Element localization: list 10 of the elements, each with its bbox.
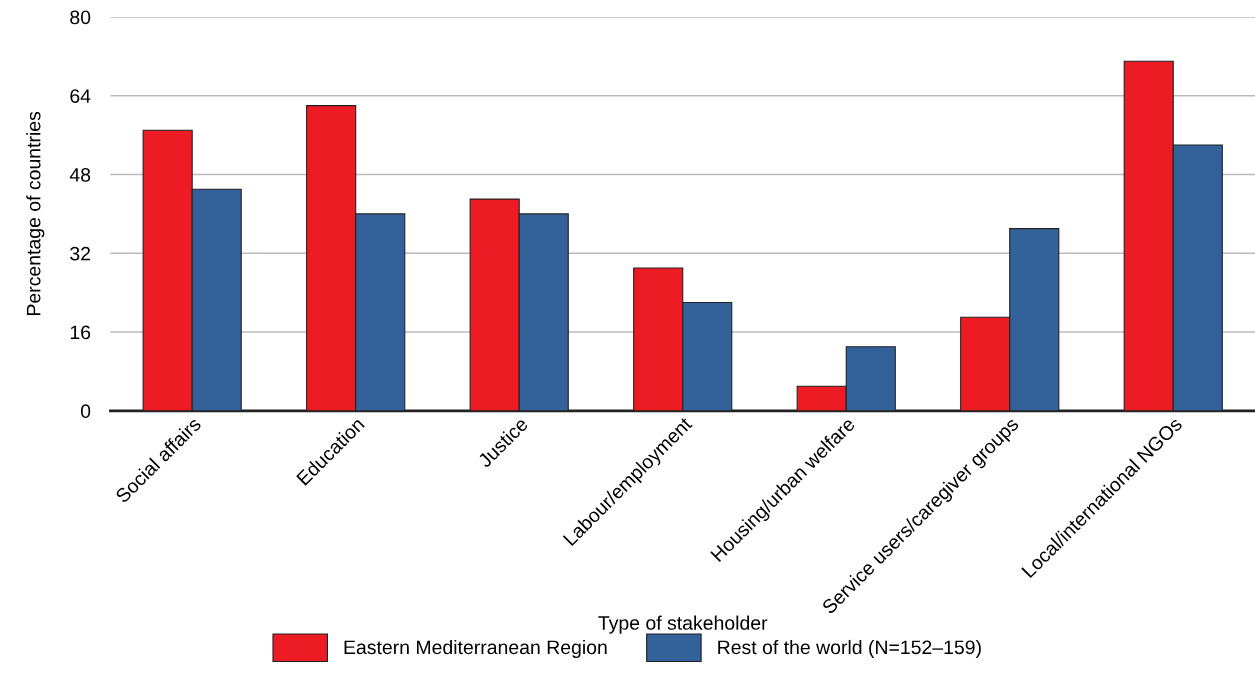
legend-label: Eastern Mediterranean Region: [344, 639, 607, 659]
x-axis-title: Type of stakeholder: [598, 615, 768, 634]
y-tick-label: 32: [70, 246, 91, 261]
y-tick-label: 48: [69, 167, 91, 182]
y-tick-label: 16: [70, 325, 91, 340]
y-tick-label: 80: [70, 10, 91, 25]
y-axis-title: Percentage of countries: [26, 111, 45, 315]
legend-label: Rest of the world (N=152–159): [718, 639, 981, 659]
y-tick-label: 64: [70, 89, 91, 103]
y-tick-label: 0: [80, 404, 91, 419]
